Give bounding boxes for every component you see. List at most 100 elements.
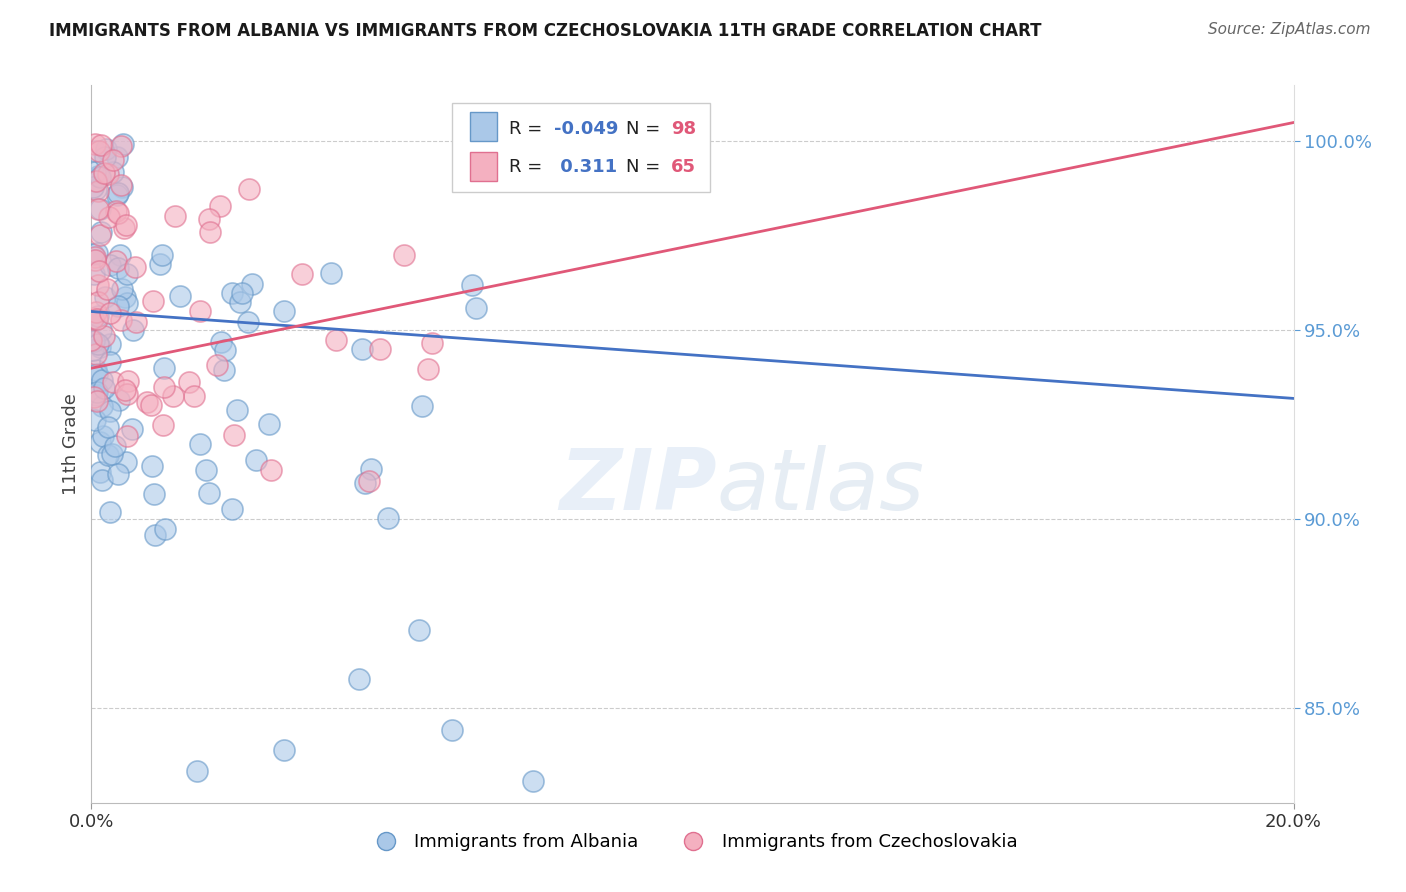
Point: [103, 165, 125, 179]
Point: [377, 510, 399, 524]
Point: [111, 179, 134, 194]
Text: 65: 65: [671, 158, 696, 176]
Point: [103, 153, 125, 167]
Point: [90, 323, 112, 337]
Point: [82, 246, 104, 260]
Point: [96, 142, 118, 156]
Point: [84, 136, 107, 151]
Point: [240, 277, 263, 291]
Point: [209, 334, 232, 349]
Point: [84, 253, 107, 268]
Point: [97, 449, 120, 463]
Point: [153, 522, 176, 536]
Point: [87, 310, 110, 324]
Point: [86, 277, 108, 292]
Point: [291, 267, 314, 281]
Point: [214, 343, 236, 358]
Point: [117, 267, 139, 281]
Point: [259, 417, 281, 431]
Point: [105, 253, 128, 268]
Point: [107, 206, 129, 220]
Point: [108, 392, 131, 407]
Point: [139, 398, 162, 412]
Text: 0.311: 0.311: [554, 158, 617, 176]
Point: [188, 436, 211, 450]
Point: [94, 291, 117, 305]
Point: [460, 277, 482, 292]
Point: [89, 435, 111, 450]
Point: [87, 295, 110, 310]
Point: [188, 304, 211, 318]
Point: [83, 250, 105, 264]
Text: N =: N =: [626, 158, 666, 176]
Point: [197, 211, 219, 226]
Point: [100, 404, 122, 418]
Point: [115, 455, 138, 469]
Point: [214, 363, 236, 377]
Point: [143, 528, 166, 542]
Point: [98, 505, 121, 519]
Text: R =: R =: [509, 120, 547, 137]
Point: [83, 334, 105, 349]
Point: [89, 227, 111, 242]
Point: [150, 248, 173, 262]
Point: [198, 225, 221, 239]
Point: [84, 347, 107, 361]
Point: [354, 475, 377, 490]
Point: [107, 299, 129, 313]
Point: [143, 487, 166, 501]
Point: [100, 258, 122, 272]
Point: [107, 260, 129, 275]
Point: [87, 169, 110, 184]
Point: [464, 301, 486, 315]
Point: [93, 381, 115, 395]
Point: [89, 340, 111, 354]
Point: [179, 375, 201, 389]
Point: [125, 316, 148, 330]
Point: [207, 359, 229, 373]
Point: [142, 293, 165, 308]
Point: [117, 374, 139, 388]
Point: [110, 178, 132, 193]
Text: ZIP: ZIP: [558, 445, 717, 528]
Point: [104, 439, 127, 453]
Point: [87, 264, 110, 278]
Point: [82, 310, 104, 325]
Point: [100, 355, 122, 369]
Point: [84, 174, 107, 188]
Point: [221, 285, 243, 300]
Point: [86, 337, 108, 351]
Point: [115, 429, 138, 443]
Point: [408, 623, 430, 637]
Point: [83, 390, 105, 404]
Point: [236, 315, 259, 329]
Point: [162, 389, 184, 403]
Point: [97, 420, 120, 434]
Point: [83, 268, 105, 282]
Point: [90, 400, 112, 414]
Point: [411, 399, 433, 413]
FancyBboxPatch shape: [470, 152, 496, 180]
Point: [91, 473, 114, 487]
Point: [84, 165, 107, 179]
Point: [357, 474, 380, 488]
Point: [208, 199, 231, 213]
Text: IMMIGRANTS FROM ALBANIA VS IMMIGRANTS FROM CZECHOSLOVAKIA 11TH GRADE CORRELATION: IMMIGRANTS FROM ALBANIA VS IMMIGRANTS FR…: [49, 22, 1042, 40]
Point: [114, 384, 136, 398]
Point: [420, 335, 443, 350]
Text: N =: N =: [626, 120, 666, 137]
Point: [86, 393, 108, 408]
Point: [89, 465, 111, 479]
Point: [90, 137, 112, 152]
Point: [111, 282, 134, 296]
Point: [82, 180, 104, 194]
Point: [238, 182, 260, 196]
FancyBboxPatch shape: [451, 103, 710, 193]
Point: [114, 290, 136, 304]
Point: [89, 169, 111, 184]
Point: [96, 282, 118, 296]
Point: [80, 334, 103, 348]
Text: 98: 98: [671, 120, 696, 137]
Point: [195, 463, 218, 477]
Point: [165, 210, 187, 224]
